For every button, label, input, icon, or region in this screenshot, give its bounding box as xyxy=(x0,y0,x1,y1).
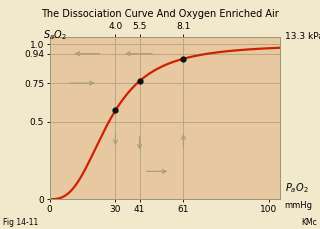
Text: mmHg: mmHg xyxy=(284,201,313,210)
Text: KMc: KMc xyxy=(301,218,317,227)
Text: 13.3 kPa: 13.3 kPa xyxy=(284,32,320,41)
Text: The Dissociation Curve And Oxygen Enriched Air: The Dissociation Curve And Oxygen Enrich… xyxy=(41,9,279,19)
Text: Fig 14-11: Fig 14-11 xyxy=(3,218,38,227)
Text: $S_{a}O_{2}$: $S_{a}O_{2}$ xyxy=(43,29,67,42)
Text: $P_{a}O_{2}$: $P_{a}O_{2}$ xyxy=(284,181,308,195)
